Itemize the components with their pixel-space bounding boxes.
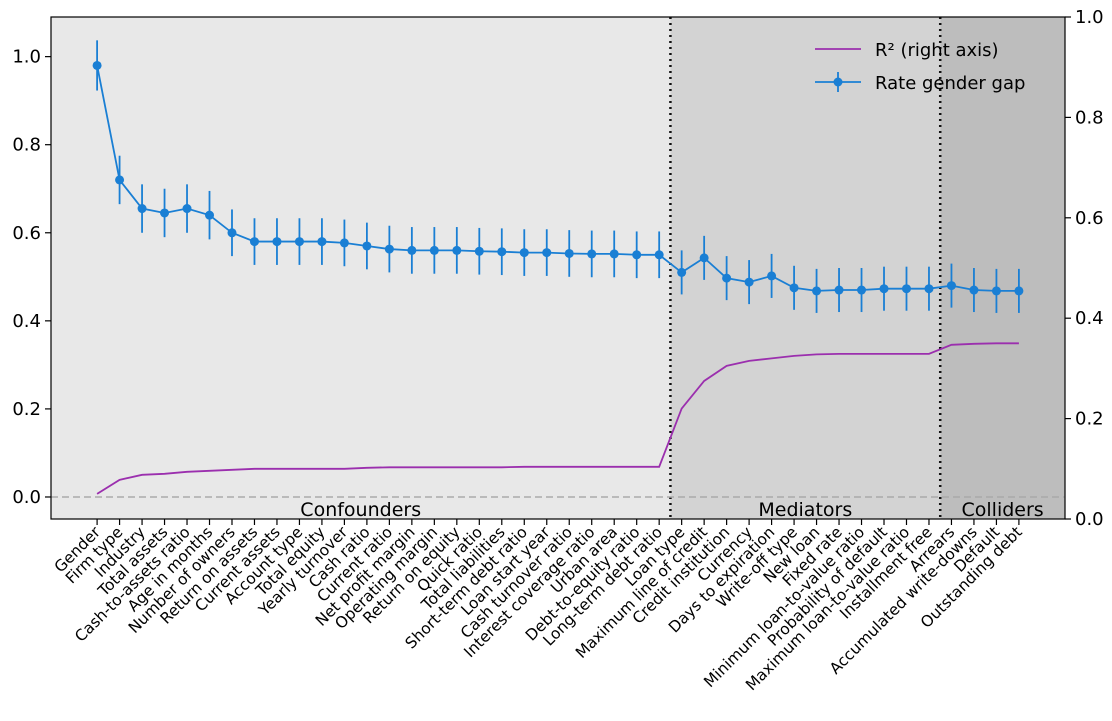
point (632, 250, 642, 260)
legend-label: Rate gender gap (875, 73, 1025, 94)
series-line (96, 342, 1019, 495)
y2ticks-label: 1.0 (1075, 7, 1104, 28)
point (474, 246, 484, 256)
point (542, 248, 552, 258)
point (564, 248, 574, 258)
region (51, 17, 671, 519)
point (497, 247, 507, 257)
y2ticks-label: 0.8 (1075, 107, 1104, 128)
point (294, 237, 304, 247)
point (205, 210, 215, 220)
point (722, 273, 732, 283)
point (857, 285, 867, 295)
region (940, 17, 1065, 519)
point (609, 249, 619, 259)
point (969, 285, 979, 295)
yticks-label: 0.4 (12, 311, 41, 332)
yticks-label: 0.8 (12, 135, 41, 156)
point (115, 175, 125, 185)
point (991, 286, 1001, 296)
point (901, 284, 911, 294)
y2ticks-label: 0.0 (1075, 509, 1104, 530)
point (429, 245, 439, 255)
region-label: Colliders (962, 499, 1044, 521)
point (677, 267, 687, 277)
y2ticks-label: 0.4 (1075, 308, 1104, 329)
point (1014, 286, 1024, 296)
y2ticks-label: 0.6 (1075, 208, 1104, 229)
plot-frame (50, 16, 1066, 520)
point (587, 249, 597, 259)
point (249, 237, 259, 247)
legend-label: R² (right axis) (875, 40, 999, 61)
point (812, 286, 822, 296)
point (317, 237, 327, 247)
point (789, 283, 799, 293)
point (946, 281, 956, 291)
yticks-label: 1.0 (12, 47, 41, 68)
point (92, 60, 102, 70)
yticks-label: 0.2 (12, 399, 41, 420)
point (744, 277, 754, 287)
point (519, 248, 529, 258)
point (834, 285, 844, 295)
y2ticks-label: 0.2 (1075, 409, 1104, 430)
region-label: Mediators (758, 499, 852, 521)
point (654, 250, 664, 260)
yticks-label: 0.0 (12, 487, 41, 508)
point (879, 284, 889, 294)
point (407, 245, 417, 255)
point (452, 245, 462, 255)
point (924, 284, 934, 294)
point (160, 208, 170, 218)
point (227, 228, 237, 238)
point (699, 253, 709, 263)
point (137, 204, 147, 214)
point (767, 271, 777, 281)
yticks-label: 0.6 (12, 223, 41, 244)
point (182, 204, 192, 214)
point (272, 237, 282, 247)
point (384, 244, 394, 254)
point (339, 238, 349, 248)
point (362, 241, 372, 251)
region-label: Confounders (300, 499, 421, 521)
